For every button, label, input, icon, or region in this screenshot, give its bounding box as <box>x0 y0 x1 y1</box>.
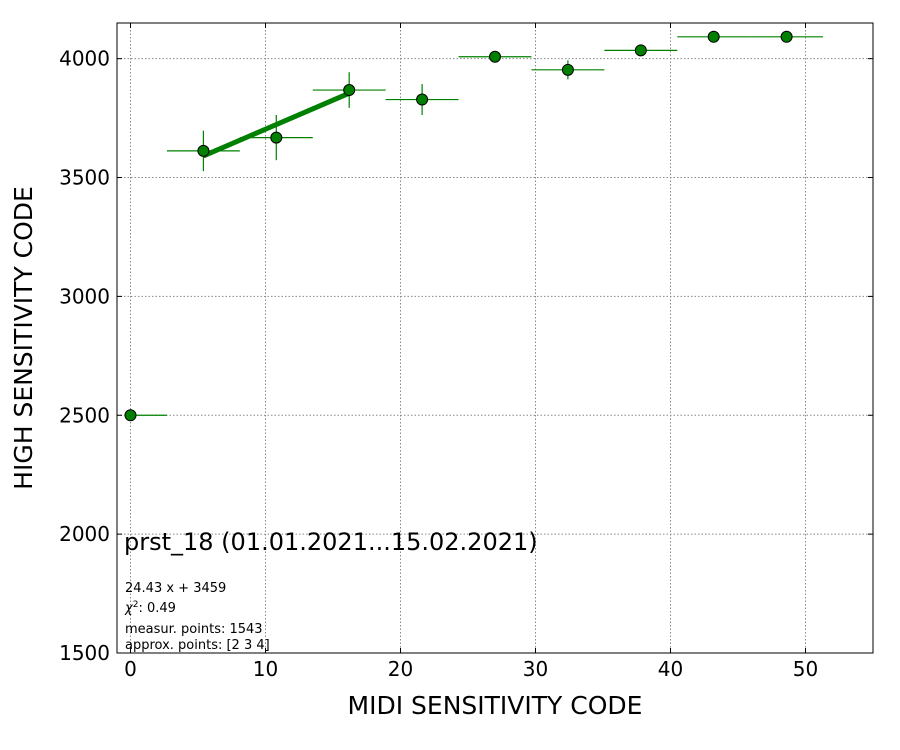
data-points <box>124 30 793 422</box>
data-point <box>489 50 501 63</box>
x-tick-label: 40 <box>658 657 683 681</box>
measur-points: measur. points: 1543 <box>125 622 263 637</box>
data-point <box>561 63 574 76</box>
x-tick-label: 10 <box>253 657 278 681</box>
x-tick-label: 0 <box>124 657 137 681</box>
x-tick-label: 50 <box>793 657 818 681</box>
x-tick-label: 20 <box>388 657 413 681</box>
approx-points: approx. points: [2 3 4] <box>125 638 270 653</box>
data-point <box>270 131 283 144</box>
y-tick-label: 2500 <box>59 403 110 427</box>
x-axis-label: MIDI SENSITIVITY CODE <box>348 691 643 720</box>
y-tick-label: 3000 <box>59 284 110 308</box>
data-point <box>780 30 793 43</box>
y-tick-label: 4000 <box>59 47 110 71</box>
plot-frame <box>116 22 874 654</box>
ticks: 0 10 20 30 40 50 1500 2000 2500 3000 3500 4000 <box>59 23 873 681</box>
data-point <box>416 93 429 106</box>
chi2-value: : 0.49 <box>138 601 175 616</box>
chart-title: prst_18 (01.01.2021...15.02.2021) <box>124 528 538 556</box>
fit-line <box>202 90 351 159</box>
fit-equation: 24.43 x + 3459 <box>125 581 226 596</box>
data-point <box>124 409 137 422</box>
y-tick-label: 1500 <box>59 641 110 665</box>
y-tick-label: 3500 <box>59 166 110 190</box>
plot-area <box>117 23 873 653</box>
data-point <box>707 30 720 43</box>
data-point <box>634 44 647 57</box>
x-tick-label: 30 <box>523 657 548 681</box>
chi2-label: χ2: 0.49 <box>124 600 176 616</box>
y-axis-label: HIGH SENSITIVITY CODE <box>9 186 38 490</box>
data-point <box>343 84 356 97</box>
data-point <box>197 144 210 157</box>
fit-line-group <box>202 90 351 159</box>
y-tick-label: 2000 <box>59 522 110 546</box>
